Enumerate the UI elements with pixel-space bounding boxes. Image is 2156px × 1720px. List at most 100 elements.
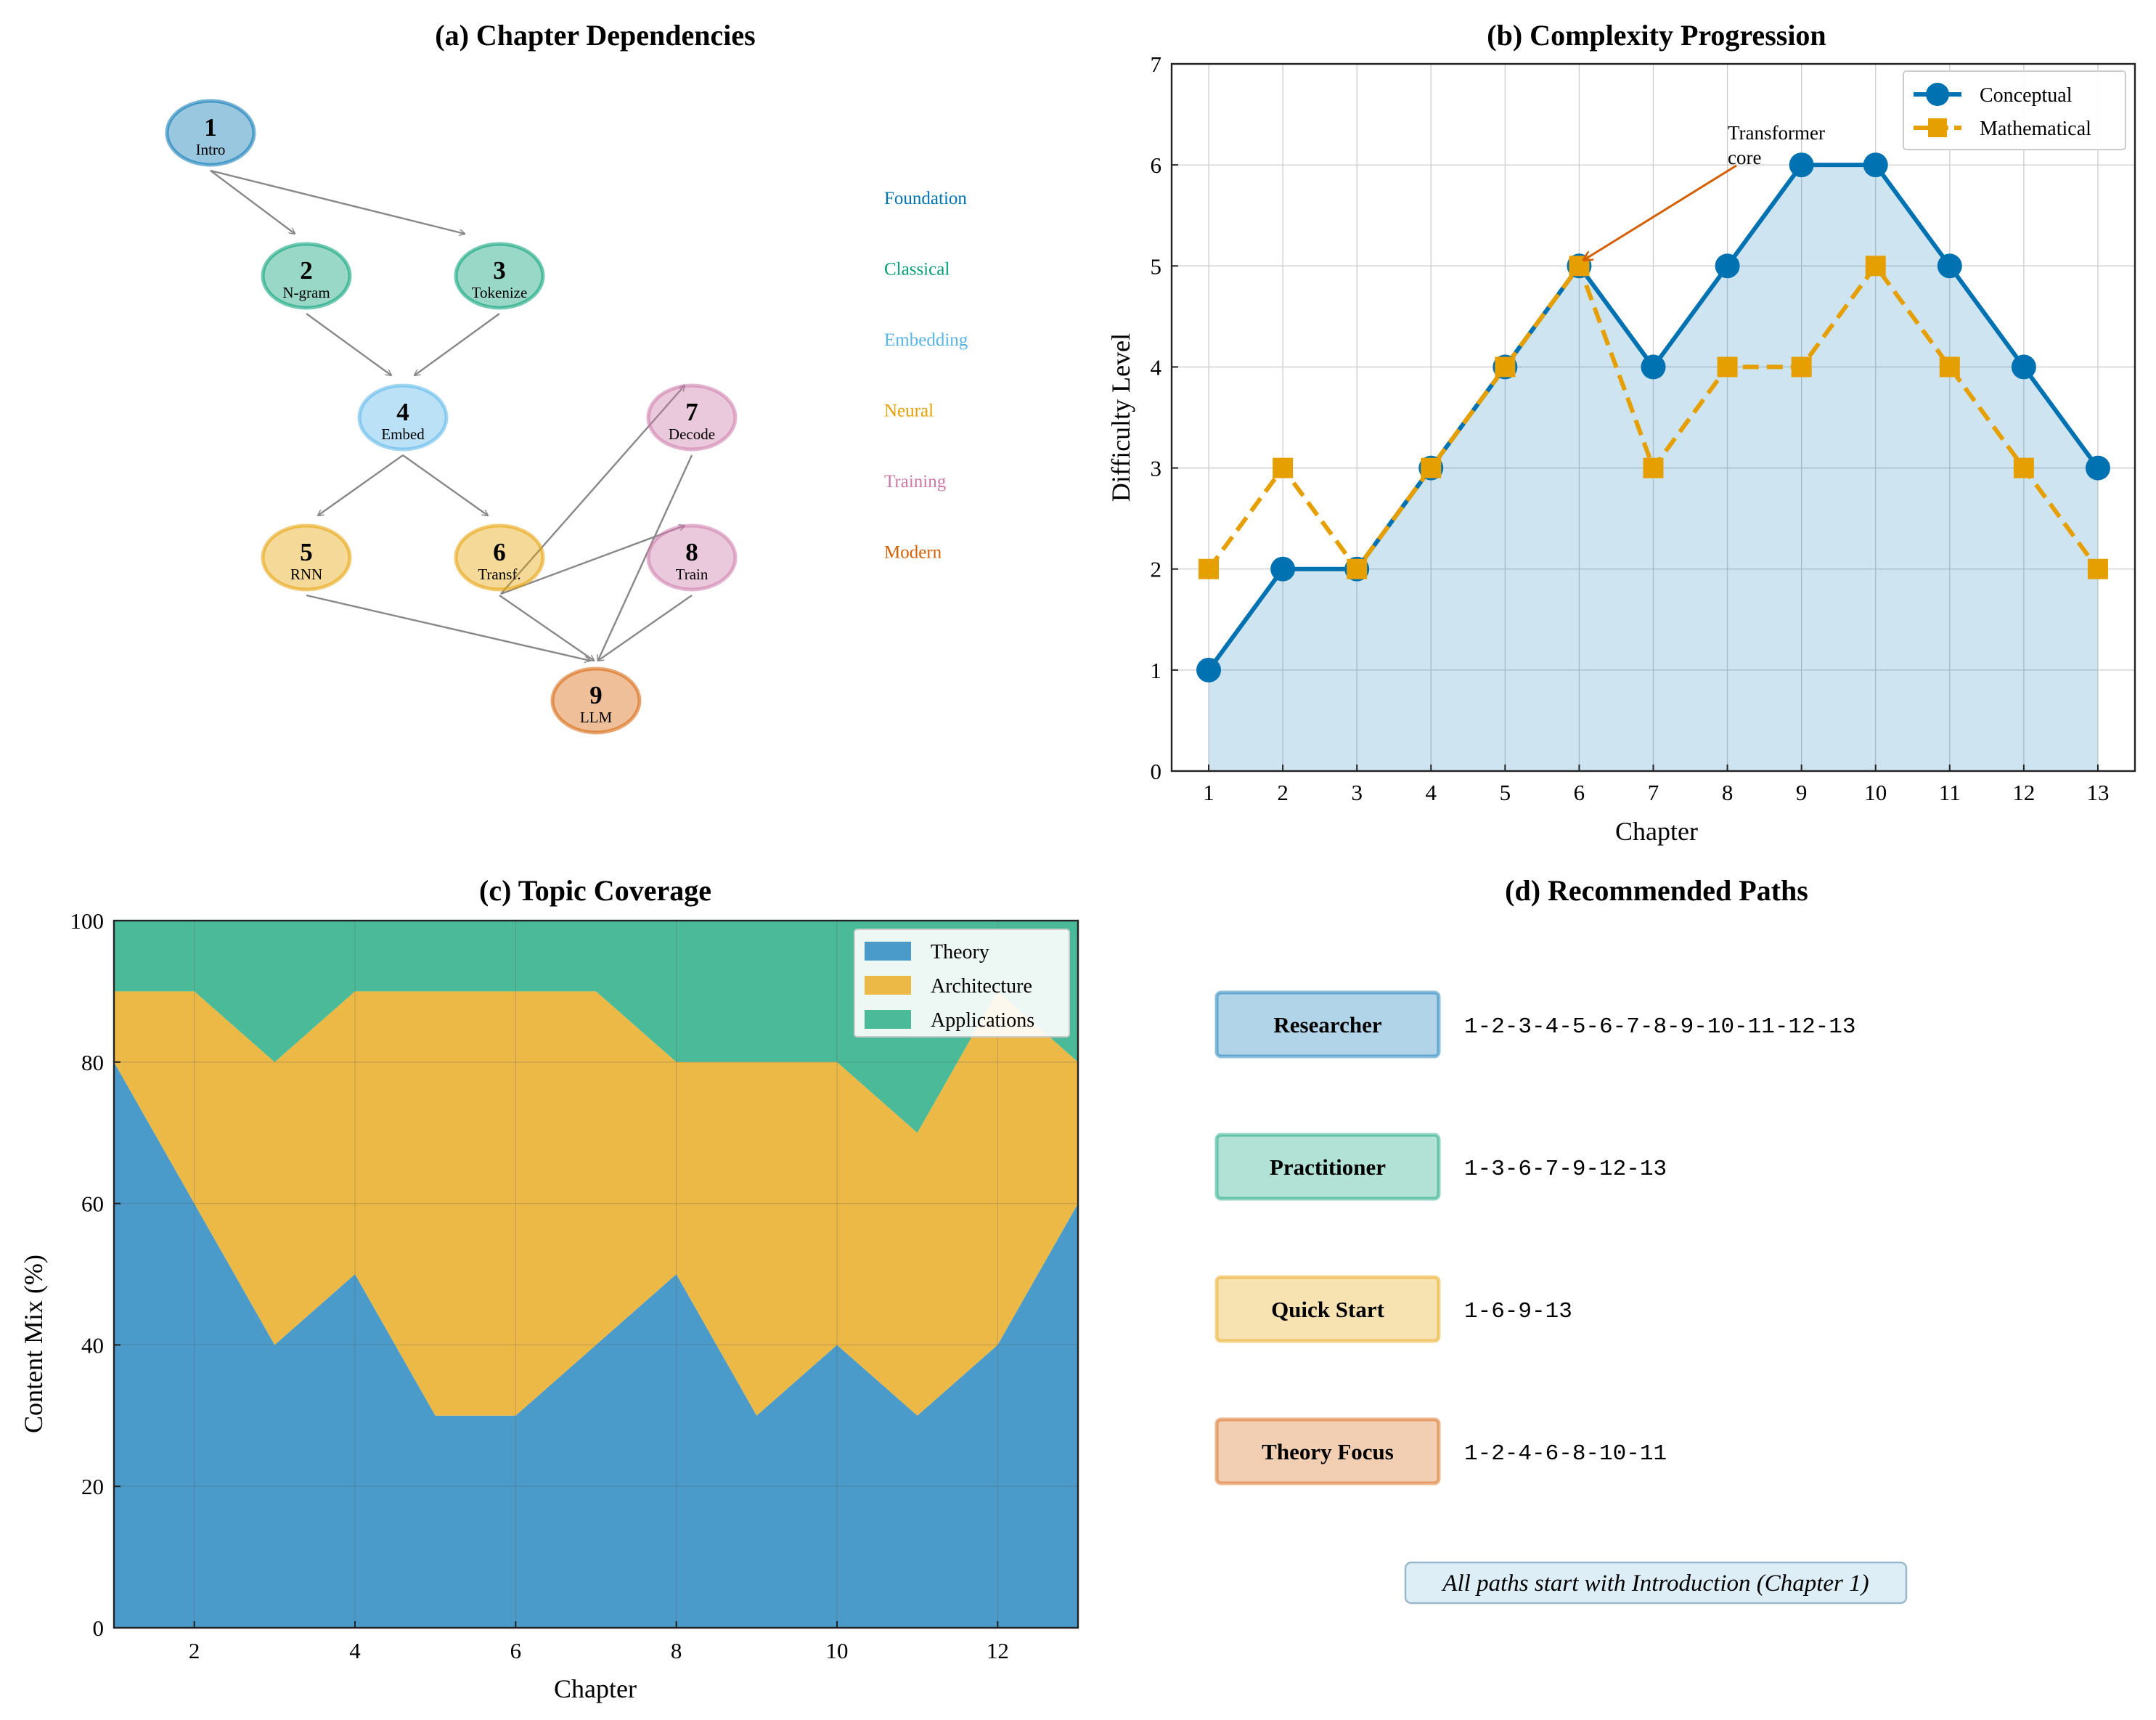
x-tick-label: 12 [987, 1638, 1009, 1663]
y-tick-label: 60 [81, 1191, 104, 1217]
conceptual-point [1789, 152, 1814, 178]
y-tick-label: 80 [81, 1050, 104, 1075]
mathematical-point [1865, 256, 1886, 277]
node-6-label: Transf. [478, 566, 520, 583]
panel-b-title: (b) Complexity Progression [1487, 19, 1826, 52]
conceptual-point [1863, 152, 1888, 178]
legend-swatch-theory [865, 942, 911, 961]
node-4-label: Embed [381, 425, 425, 443]
y-tick-label: 5 [1151, 253, 1162, 279]
y-tick-label: 0 [1151, 759, 1162, 784]
x-tick-label: 3 [1351, 780, 1363, 805]
x-tick-label: 8 [1722, 780, 1734, 805]
x-tick-label: 7 [1648, 780, 1659, 805]
panel-a-title: (a) Chapter Dependencies [435, 19, 755, 52]
mathematical-point [1939, 356, 1960, 378]
node-6-number: 6 [493, 538, 506, 566]
edge-3-4 [415, 313, 500, 375]
mathematical-point [1199, 558, 1220, 579]
edge-5-9 [306, 594, 590, 661]
topic-coverage-panel: (c) Topic Coverage 2 4 6 8 10 12 0 20 40 60 80 100 T… [19, 874, 1079, 1703]
node-1-number: 1 [204, 113, 217, 142]
mathematical-point [1495, 356, 1516, 378]
area-architecture [114, 991, 1078, 1416]
node-2-number: 2 [300, 256, 313, 285]
edge-4-6 [402, 455, 488, 515]
category-classical: Classical [884, 260, 950, 280]
legend-swatch-applications [865, 1010, 911, 1029]
recommended-paths-panel: (d) Recommended Paths Researcher 1-2-3-4-… [1214, 874, 1908, 1605]
annotation-arrow [1583, 164, 1737, 260]
edge-8-9 [598, 595, 693, 661]
mathematical-point [1791, 356, 1812, 378]
legend-label-theory: Theory [931, 941, 989, 963]
node-3-label: Tokenize [472, 284, 528, 301]
node-7-label: Decode [669, 425, 715, 443]
x-tick-label: 4 [1426, 780, 1437, 805]
area-applications [114, 921, 1078, 1133]
edge-1-3 [210, 169, 465, 234]
x-tick-label: 6 [1574, 780, 1585, 805]
y-tick-label: 3 [1151, 456, 1162, 481]
node-6-shape [454, 523, 545, 592]
path-label-box [1214, 1133, 1441, 1201]
node-2-label: N-gram [282, 284, 330, 301]
path-sequence: 1-2-3-4-5-6-7-8-9-10-11-12-13 [1464, 1014, 1856, 1040]
path-label: Researcher [1273, 1012, 1381, 1038]
path-label-box [1214, 990, 1441, 1059]
panel-c-title: (c) Topic Coverage [479, 874, 711, 907]
x-tick-label: 11 [1939, 780, 1961, 805]
x-tick-label: 2 [189, 1638, 200, 1663]
y-tick-label: 0 [93, 1615, 105, 1641]
y-tick-label: 40 [81, 1332, 104, 1358]
conceptual-point [2011, 354, 2036, 380]
edge-2-4 [306, 313, 391, 375]
conceptual-point [1715, 253, 1740, 279]
panel-c-xlabel: Chapter [554, 1674, 637, 1703]
category-modern: Modern [884, 543, 942, 563]
node-5-label: RNN [290, 566, 322, 583]
legend-label-mathematical: Mathematical [1980, 118, 2091, 140]
legend-label-conceptual: Conceptual [1980, 84, 2073, 107]
node-1-shape [165, 99, 256, 167]
node-8-number: 8 [685, 538, 698, 566]
paths-note: All paths start with Introduction (Chapt… [1441, 1570, 1869, 1597]
node-4-shape [357, 383, 449, 452]
category-training: Training [884, 472, 947, 492]
node-3-shape [454, 242, 545, 310]
node-2-shape [261, 242, 352, 310]
path-row-theory-focus: Theory Focus 1-2-4-6-8-10-11 [1214, 1417, 1667, 1485]
path-label: Practitioner [1270, 1154, 1386, 1180]
y-tick-label: 2 [1151, 557, 1162, 582]
path-label: Theory Focus [1262, 1439, 1394, 1464]
chapter-dependencies-panel: (a) Chapter Dependencies 1Intro2N-gram3T… [165, 19, 968, 735]
node-1-label: Intro [196, 141, 226, 158]
paths-note-box [1404, 1561, 1908, 1605]
mathematical-point [1717, 356, 1738, 378]
conceptual-point [2085, 455, 2110, 481]
node-9-number: 9 [589, 681, 603, 709]
x-tick-label: 10 [826, 1638, 849, 1663]
mathematical-point [1643, 457, 1664, 478]
x-tick-label: 4 [349, 1638, 361, 1663]
path-label: Quick Start [1271, 1297, 1385, 1322]
node-7-number: 7 [685, 398, 698, 426]
y-tick-label: 100 [70, 908, 105, 934]
conceptual-point [1641, 354, 1666, 380]
path-label-box [1214, 1275, 1441, 1343]
path-row-researcher: Researcher 1-2-3-4-5-6-7-8-9-10-11-12-13 [1214, 990, 1856, 1059]
mathematical-point [1347, 558, 1368, 579]
panel-d-title: (d) Recommended Paths [1505, 874, 1808, 907]
conceptual-point [1270, 556, 1296, 582]
y-tick-label: 1 [1151, 658, 1162, 683]
category-neural: Neural [884, 402, 934, 421]
x-tick-label: 8 [671, 1638, 682, 1663]
mathematical-point [2087, 558, 2108, 579]
node-2: 2N-gram [261, 242, 352, 310]
